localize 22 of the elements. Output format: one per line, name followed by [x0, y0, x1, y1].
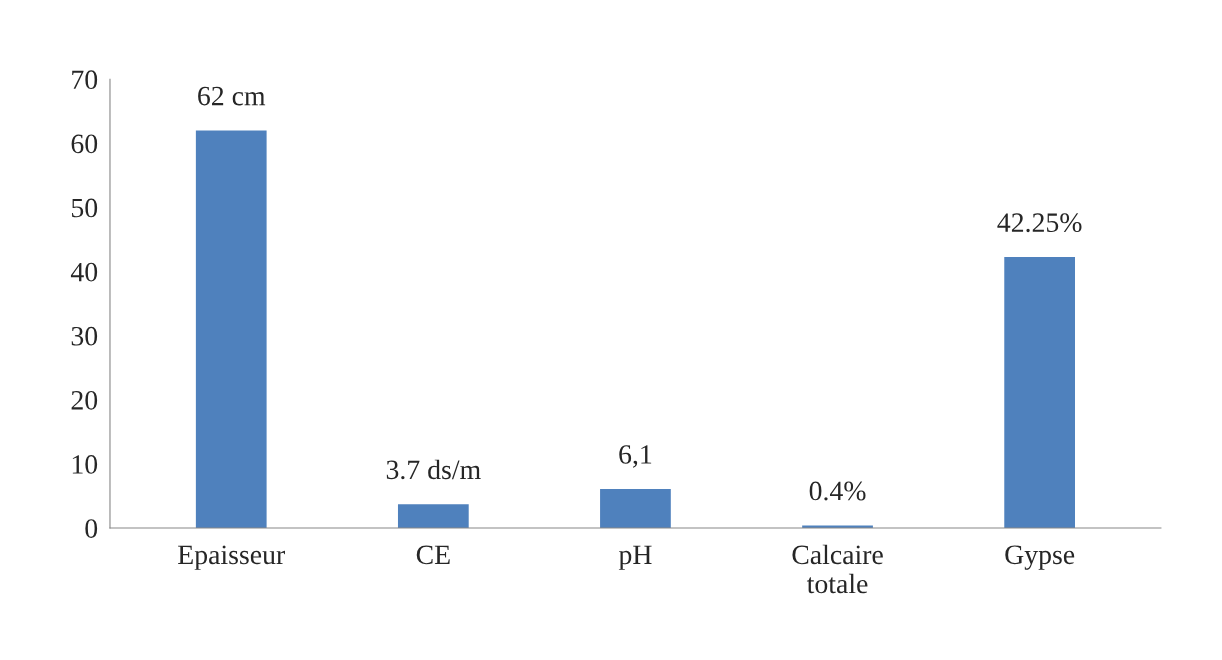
y-tick-label: 20: [71, 390, 98, 410]
y-tick-label: 50: [72, 198, 98, 218]
x-tick-label: Gypse: [1005, 545, 1075, 570]
y-tick-label: 30: [71, 326, 98, 346]
data-label: 3.7 ds/m: [386, 459, 481, 480]
y-tick-label: 40: [70, 262, 98, 282]
data-label: 62 cm: [198, 86, 266, 106]
bar: [600, 488, 671, 528]
data-label: 42.25%: [997, 213, 1082, 233]
bar: [195, 130, 267, 528]
y-tick-label: 10: [72, 455, 98, 474]
y-tick-label: 0: [85, 519, 98, 538]
y-tick-label: 70: [72, 70, 98, 90]
data-label: 6,1: [619, 445, 652, 468]
bar: [1004, 257, 1076, 528]
x-tick-label: CE: [416, 545, 450, 565]
x-tick-label: Epaisseur: [178, 545, 285, 570]
x-tick-label: Calcaire totale: [792, 544, 883, 594]
y-tick-label: 60: [71, 134, 98, 154]
x-tick-label: pH: [618, 545, 652, 570]
data-label: 0.4%: [809, 481, 866, 501]
bar: [397, 504, 469, 528]
